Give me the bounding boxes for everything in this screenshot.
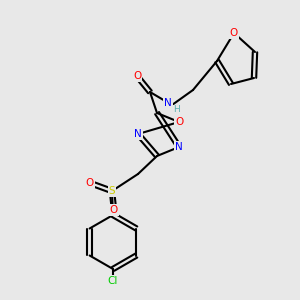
Text: O: O — [133, 71, 141, 81]
Text: O: O — [230, 28, 238, 38]
Text: O: O — [110, 205, 118, 215]
Text: Cl: Cl — [108, 276, 118, 286]
Text: O: O — [86, 178, 94, 188]
Text: O: O — [175, 117, 183, 127]
Text: S: S — [109, 186, 115, 196]
Text: H: H — [174, 106, 180, 115]
Text: N: N — [134, 129, 142, 139]
Text: N: N — [175, 142, 183, 152]
Text: N: N — [164, 98, 172, 108]
